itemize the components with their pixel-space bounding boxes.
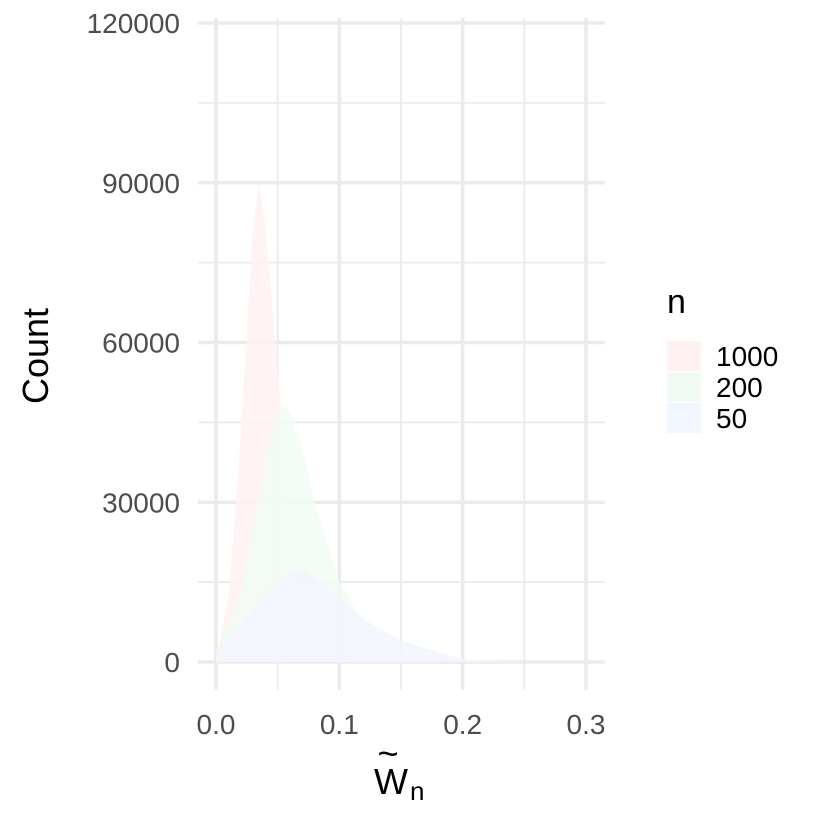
- y-axis-title: Count: [15, 308, 56, 404]
- svg-text:~: ~: [377, 733, 398, 774]
- legend-label: 1000: [716, 341, 778, 372]
- legend-title: n: [667, 283, 686, 321]
- legend-label: 200: [716, 372, 763, 403]
- legend-label: 50: [716, 403, 747, 434]
- x-tick-label: 0.1: [320, 709, 359, 740]
- area-series-n-50: [216, 568, 525, 662]
- x-tick-label: 0.2: [443, 709, 482, 740]
- svg-text:W: W: [374, 761, 408, 802]
- grid: [198, 18, 605, 690]
- x-axis-title: W ~ n: [374, 733, 424, 806]
- y-tick-label: 60000: [102, 328, 180, 359]
- svg-text:n: n: [410, 776, 424, 806]
- x-tick-label: 0.0: [197, 709, 236, 740]
- y-tick-label: 120000: [87, 8, 180, 39]
- y-tick-label: 90000: [102, 168, 180, 199]
- x-tick-label: 0.3: [567, 709, 606, 740]
- legend-key-1000: [667, 341, 701, 371]
- area-series: [216, 182, 525, 662]
- y-tick-label: 30000: [102, 487, 180, 518]
- legend-key-50: [667, 403, 701, 433]
- x-tick-labels: 0.0 0.1 0.2 0.3: [197, 709, 606, 740]
- y-tick-label: 0: [164, 647, 180, 678]
- y-tick-labels: 0 30000 60000 90000 120000: [87, 8, 180, 678]
- legend-key-200: [667, 372, 701, 402]
